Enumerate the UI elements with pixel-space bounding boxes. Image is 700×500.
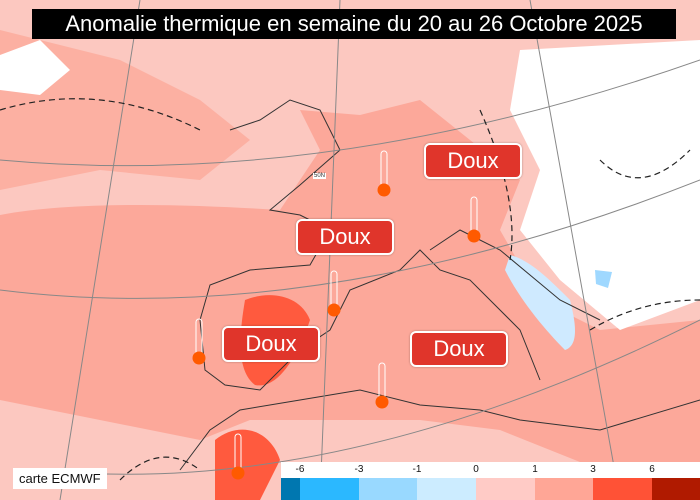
legend-tick: 3: [590, 464, 596, 475]
legend-swatch: [593, 478, 652, 500]
legend-tick: 6: [649, 464, 655, 475]
legend-tick: -3: [354, 464, 364, 475]
legend-swatch: [476, 478, 535, 500]
thermometer-warm-icon: [467, 196, 481, 244]
map-title: Anomalie thermique en semaine du 20 au 2…: [32, 9, 676, 39]
label-doux-france: Doux: [296, 219, 394, 255]
legend-swatch: [300, 478, 359, 500]
legend-swatch: [281, 478, 300, 500]
map-credit: carte ECMWF: [13, 468, 107, 489]
coastline-africa: [179, 389, 700, 471]
legend-labels: -6 -3 -1 0 1 3 6: [281, 462, 700, 478]
legend-swatch: [535, 478, 593, 500]
zero-contour: [0, 98, 700, 481]
thermometer-warm-icon: [231, 433, 245, 481]
legend-swatch: [417, 478, 476, 500]
thermometer-warm-icon: [192, 318, 206, 366]
thermometer-warm-icon: [327, 270, 341, 318]
legend-tick: -1: [412, 464, 422, 475]
label-doux-spain: Doux: [222, 326, 320, 362]
legend-tick: 0: [473, 464, 479, 475]
legend-tick: 1: [532, 464, 538, 475]
thermometer-warm-icon: [377, 150, 391, 198]
cool-zone-balkan: [595, 270, 612, 288]
legend-swatch: [359, 478, 417, 500]
neutral-zone-east: [510, 40, 700, 330]
label-doux-mediterranean: Doux: [410, 331, 508, 367]
color-legend: -6 -3 -1 0 1 3 6: [281, 462, 700, 500]
cool-zone-adriatic: [505, 255, 575, 350]
legend-tick: -6: [295, 464, 305, 475]
neutral-zone-nw: [0, 40, 70, 95]
thermometer-warm-icon: [375, 362, 389, 410]
label-doux-germany: Doux: [424, 143, 522, 179]
hot-zone-morocco: [215, 429, 280, 500]
latitude-label: 50N: [313, 173, 327, 179]
legend-swatch: [652, 478, 700, 500]
